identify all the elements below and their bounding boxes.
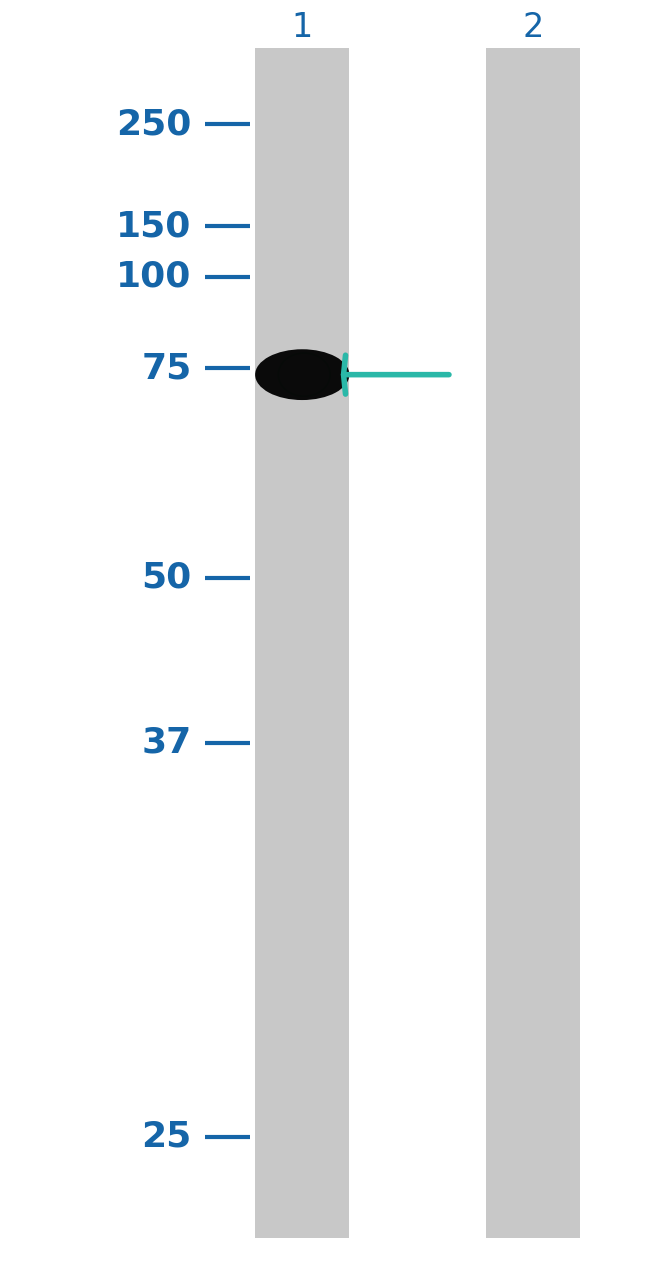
Text: 250: 250 [116, 108, 192, 141]
Text: 37: 37 [142, 726, 192, 759]
Text: 25: 25 [142, 1120, 192, 1153]
Text: 2: 2 [523, 11, 543, 44]
Text: 100: 100 [116, 260, 192, 293]
Bar [255, 48, 350, 1238]
Text: 1: 1 [292, 11, 313, 44]
Text: 75: 75 [142, 352, 192, 385]
Ellipse shape [255, 349, 350, 400]
Text: 50: 50 [142, 561, 192, 594]
Bar [486, 48, 580, 1238]
Text: 150: 150 [116, 210, 192, 243]
